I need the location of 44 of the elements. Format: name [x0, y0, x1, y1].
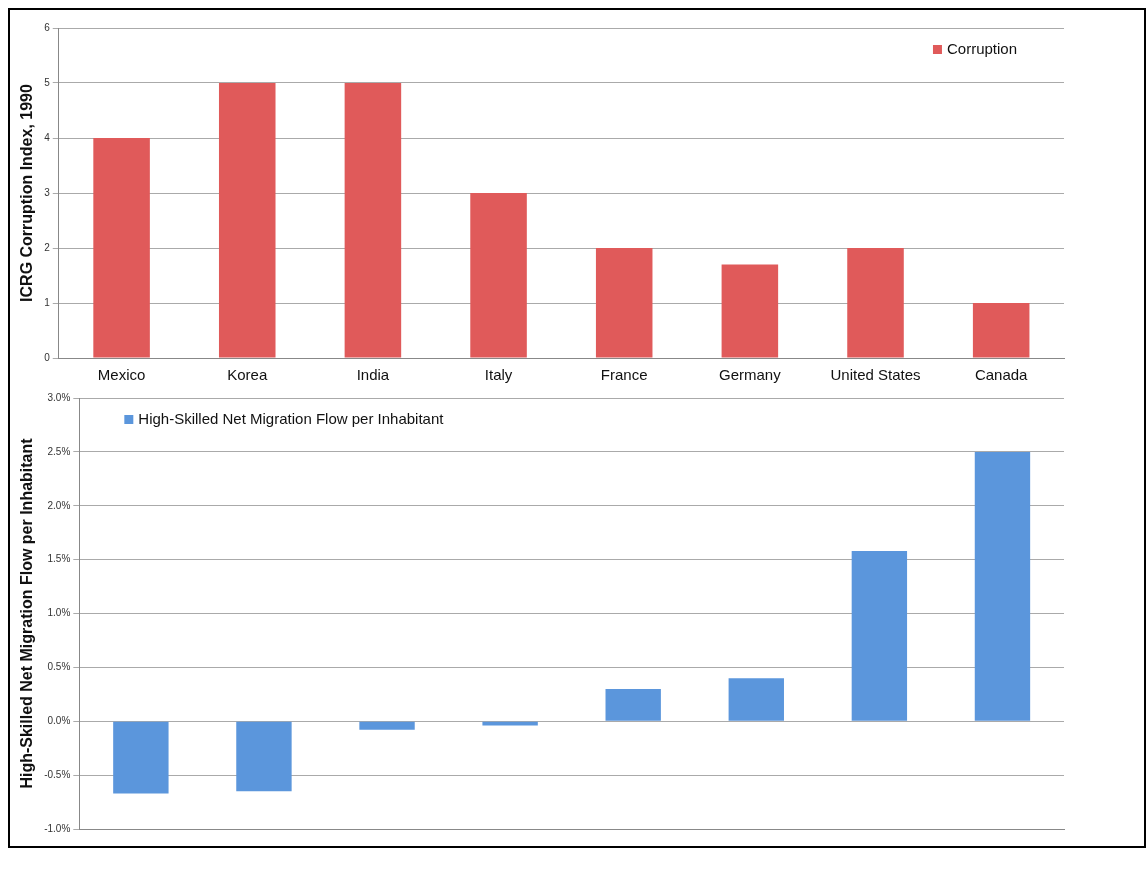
y-tick-label: 1.5% [47, 553, 71, 565]
y-tick-label: 5 [44, 76, 51, 88]
bar [218, 83, 276, 358]
x-tick-label: Germany [719, 366, 782, 384]
bar [344, 83, 402, 358]
x-tick-label: Italy [484, 366, 513, 384]
y-tick-label: 2 [44, 241, 51, 253]
y-axis-title: High-Skilled Net Migration Flow per Inhabitant [18, 437, 36, 789]
y-tick-label: 0.0% [47, 715, 71, 726]
y-tick-label: -1.0% [44, 822, 71, 834]
bar [359, 721, 415, 730]
y-axis-title: ICRG Corruption Index, 1990 [18, 83, 36, 302]
bar [236, 721, 292, 792]
y-tick-label: 2.5% [47, 445, 71, 457]
x-tick-label: United States [830, 366, 921, 384]
bar [113, 721, 169, 794]
bar [482, 721, 538, 726]
legend-label: High-Skilled Net Migration Flow per Inhabitant [138, 410, 445, 428]
x-tick-label: Mexico [97, 366, 146, 384]
bar [470, 193, 527, 358]
bar [847, 248, 904, 358]
y-tick-label: 4 [44, 131, 51, 143]
y-tick-label: 0.5% [47, 661, 71, 673]
x-tick-label: France [600, 366, 648, 384]
x-tick-label: India [356, 366, 390, 384]
bar [728, 678, 784, 721]
y-tick-label: 0 [44, 351, 51, 363]
bar [972, 303, 1030, 358]
y-tick-label: 3.0% [47, 391, 71, 403]
y-tick-label: 1 [44, 296, 51, 308]
y-tick-label: 1.0% [47, 607, 71, 619]
y-tick-label: 3 [44, 186, 51, 198]
bar [974, 451, 1031, 721]
bar [595, 248, 653, 358]
x-tick-label: Canada [974, 366, 1029, 384]
bar [851, 551, 908, 721]
bar [721, 264, 779, 358]
y-tick-label: 6 [44, 21, 51, 33]
y-tick-label: -0.5% [44, 768, 71, 780]
y-tick-label: 2.0% [47, 499, 71, 511]
x-tick-label: Korea [227, 366, 268, 384]
bar [605, 688, 661, 721]
bar [93, 138, 150, 358]
legend-label: Corruption [946, 40, 1018, 58]
